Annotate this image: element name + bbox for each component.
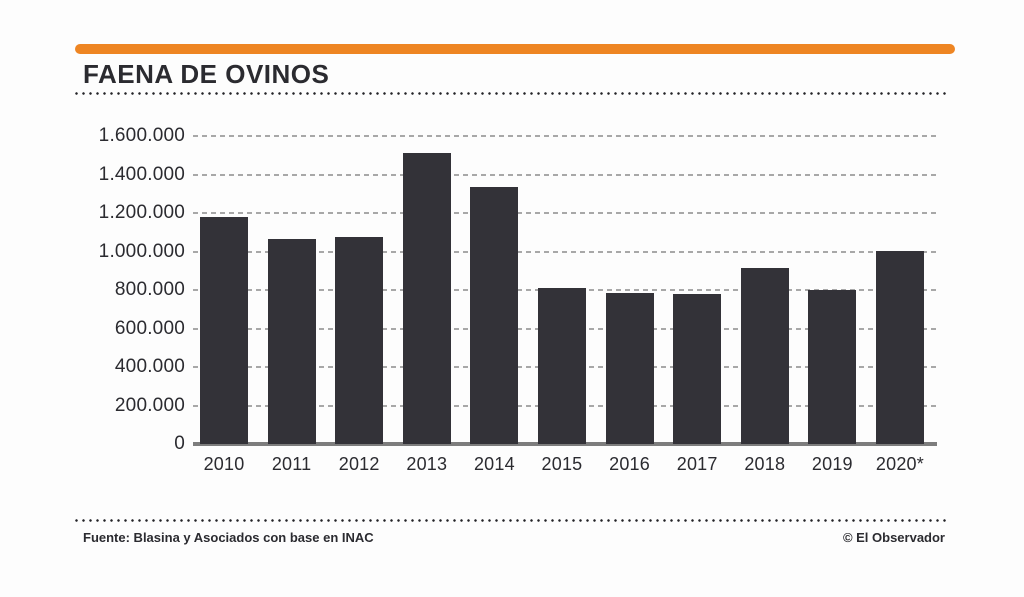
x-tick-label-2013: 2013 bbox=[403, 454, 451, 478]
x-tick-label-2011: 2011 bbox=[268, 454, 316, 478]
bar-2010 bbox=[200, 216, 248, 444]
chart-title: FAENA DE OVINOS bbox=[83, 59, 330, 89]
x-tick-text: 2018 bbox=[744, 454, 786, 474]
credit-text: © El Observador bbox=[842, 530, 945, 545]
x-tick-text: 2011 bbox=[271, 454, 312, 474]
bar-2019 bbox=[808, 290, 857, 444]
x-tick-text: 2017 bbox=[676, 454, 718, 474]
gridline bbox=[193, 212, 937, 214]
x-axis-labels: 2010 2011 2012 2013 2014 2015 2016 2017 2018 2019… bbox=[193, 454, 937, 478]
y-axis: 1.600.000 1.400.000 1.200.000 1.000.000 800.… bbox=[75, 125, 185, 454]
x-tick-text: 2019 bbox=[811, 454, 853, 474]
y-tick-label: 0 bbox=[174, 433, 185, 454]
bar-2016 bbox=[605, 292, 654, 444]
x-tick-label-2017: 2017 bbox=[673, 454, 721, 478]
gridline bbox=[193, 135, 937, 137]
x-tick-label-2014: 2014 bbox=[470, 454, 518, 478]
accent-bar bbox=[75, 44, 955, 54]
x-tick-label-2012: 2012 bbox=[335, 454, 383, 478]
bar-2013 bbox=[402, 153, 451, 444]
x-tick-text: 2010 bbox=[203, 454, 245, 474]
bar-2012 bbox=[335, 236, 384, 444]
bar-2020 bbox=[875, 250, 924, 444]
source-text: Fuente: Blasina y Asociados con base en … bbox=[83, 530, 374, 545]
y-tick-label: 200.000 bbox=[114, 394, 185, 416]
gridline bbox=[193, 173, 937, 176]
y-tick-label: 1.600.000 bbox=[98, 125, 185, 146]
x-tick-label-2015: 2015 bbox=[538, 454, 586, 478]
footer: Fuente: Blasina y Asociados con base en … bbox=[83, 530, 945, 545]
title-divider bbox=[75, 92, 948, 95]
x-tick-text: 2013 bbox=[406, 454, 448, 474]
x-tick-label-2010: 2010 bbox=[200, 454, 248, 478]
bar-2014 bbox=[470, 187, 519, 444]
y-tick-label: 400.000 bbox=[114, 356, 185, 377]
y-tick-label: 1.400.000 bbox=[98, 163, 185, 185]
x-tick-label-2016: 2016 bbox=[606, 454, 654, 478]
x-tick-text: 2014 bbox=[473, 454, 515, 474]
x-tick-text: 2012 bbox=[338, 454, 380, 474]
plot-area bbox=[193, 135, 937, 446]
x-tick-label-2020: 2020* bbox=[876, 454, 924, 478]
y-tick-label: 800.000 bbox=[114, 279, 185, 300]
y-tick-label: 1.000.000 bbox=[98, 240, 185, 262]
bar-2015 bbox=[537, 287, 586, 444]
footer-divider bbox=[75, 519, 948, 522]
bar-2011 bbox=[267, 239, 316, 444]
x-tick-label-2018: 2018 bbox=[741, 454, 789, 478]
x-tick-text: 2016 bbox=[609, 454, 650, 474]
bar-2018 bbox=[740, 267, 789, 444]
x-axis-line bbox=[193, 442, 937, 446]
x-tick-text: 2020* bbox=[875, 454, 924, 474]
x-tick-text: 2015 bbox=[541, 454, 583, 474]
bar-2017 bbox=[673, 293, 722, 444]
bar-row bbox=[193, 136, 937, 444]
y-tick-label: 600.000 bbox=[114, 317, 185, 339]
x-tick-label-2019: 2019 bbox=[808, 454, 856, 478]
y-tick-label: 1.200.000 bbox=[98, 202, 185, 223]
gridline bbox=[193, 250, 937, 253]
